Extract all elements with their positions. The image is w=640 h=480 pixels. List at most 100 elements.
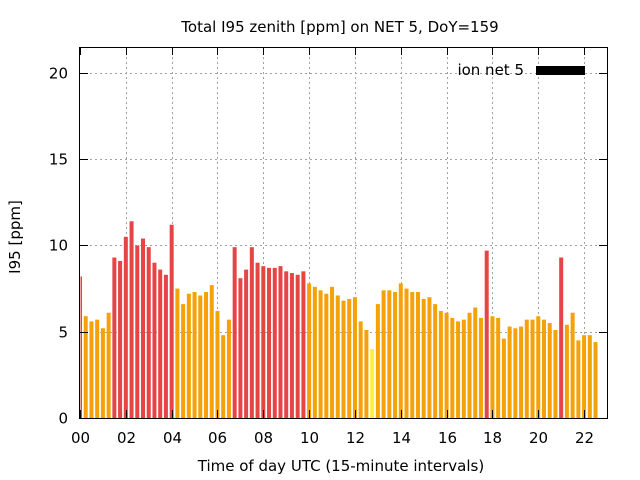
bar (478, 317, 483, 418)
bar (564, 324, 569, 418)
bar (146, 247, 151, 418)
bar (381, 290, 386, 418)
bar (576, 340, 581, 418)
bar (519, 326, 524, 418)
bar (415, 292, 420, 418)
x-tick-label: 02 (117, 429, 136, 447)
bar (112, 257, 117, 418)
bar (100, 328, 105, 418)
bar (118, 260, 123, 418)
bar (524, 319, 529, 418)
bar (95, 319, 100, 418)
bar (324, 293, 329, 418)
bar (347, 298, 352, 418)
bar (473, 307, 478, 418)
x-tick-label: 08 (254, 429, 273, 447)
bar (261, 266, 266, 418)
y-axis-label: I95 [ppm] (6, 200, 24, 274)
bar (421, 298, 426, 418)
y-tick-label: 15 (49, 151, 68, 169)
bar (83, 316, 88, 418)
bar (387, 290, 392, 418)
x-tick-label: 22 (575, 429, 594, 447)
x-tick-label: 12 (346, 429, 365, 447)
y-tick-labels: 0 5 10 15 20 (49, 65, 68, 428)
bar (559, 257, 564, 418)
bar (181, 304, 186, 418)
legend: ion net 5 (457, 61, 585, 79)
bar (335, 295, 340, 418)
x-tick-label: 06 (208, 429, 227, 447)
bar (341, 300, 346, 418)
x-tick-label: 00 (71, 429, 90, 447)
bar (141, 238, 146, 418)
bar (358, 321, 363, 418)
y-tick-label: 10 (49, 237, 68, 255)
bar (530, 319, 535, 418)
bar (221, 335, 226, 418)
bar (587, 335, 592, 418)
bar (450, 317, 455, 418)
x-tick-label: 20 (529, 429, 548, 447)
x-tick-label: 10 (300, 429, 319, 447)
bar (553, 330, 558, 418)
bar (135, 245, 140, 418)
bar (244, 269, 249, 418)
bar (461, 319, 466, 418)
bar (295, 274, 300, 418)
bar (175, 288, 180, 418)
x-tick-label: 14 (392, 429, 411, 447)
y-tick-label: 0 (58, 410, 68, 428)
bar (404, 288, 409, 418)
bar (352, 297, 357, 418)
bar (284, 271, 289, 418)
bar (255, 262, 260, 418)
bar (169, 224, 174, 418)
x-tick-label: 04 (163, 429, 182, 447)
bar (289, 273, 294, 418)
bar (272, 267, 277, 418)
chart-title: Total I95 zenith [ppm] on NET 5, DoY=159 (180, 18, 498, 36)
bar (467, 312, 472, 418)
bar (410, 292, 415, 418)
bar (375, 304, 380, 418)
axis-ticks (80, 47, 607, 419)
bar (186, 293, 191, 418)
bar (536, 316, 541, 418)
bar (204, 292, 209, 418)
legend-label: ion net 5 (457, 61, 524, 79)
bar (318, 290, 323, 418)
bar (364, 330, 369, 418)
bar (484, 250, 489, 418)
bar (123, 236, 128, 418)
bar (393, 292, 398, 418)
bar (267, 267, 272, 418)
bar (427, 297, 432, 418)
bar (496, 317, 501, 418)
bar (278, 266, 283, 418)
x-tick-label: 18 (483, 429, 502, 447)
bar (547, 323, 552, 418)
bar (593, 342, 598, 418)
bars (80, 221, 598, 418)
bar (215, 311, 220, 418)
bar (541, 319, 546, 418)
y-tick-label: 20 (49, 65, 68, 83)
x-tick-labels: 00 02 04 06 08 10 12 14 16 18 20 22 (71, 429, 594, 447)
plot-frame (79, 47, 608, 419)
bar (238, 278, 243, 418)
bar (582, 335, 587, 418)
bar (307, 283, 312, 418)
bar (501, 338, 506, 418)
bar (129, 221, 134, 418)
bar (398, 283, 403, 418)
bar (80, 276, 82, 418)
x-axis-label: Time of day UTC (15-minute intervals) (197, 457, 484, 475)
bar (106, 312, 111, 418)
x-tick-label: 16 (438, 429, 457, 447)
bar (209, 285, 214, 418)
bar (163, 274, 168, 418)
bar (226, 319, 231, 418)
bar (158, 269, 163, 418)
